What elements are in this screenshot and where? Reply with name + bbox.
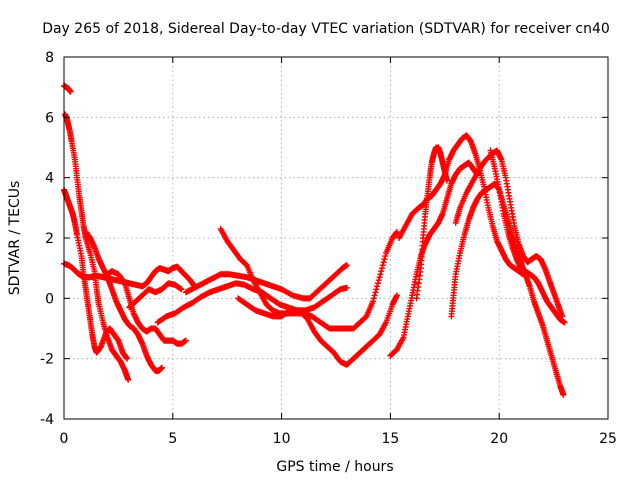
data-point	[369, 298, 376, 305]
series-arc-3	[61, 186, 131, 362]
data-point	[125, 376, 132, 383]
x-tick-label: 25	[599, 431, 617, 447]
data-point	[378, 268, 385, 275]
series-arc-15	[448, 180, 567, 398]
y-tick-label: 0	[45, 291, 54, 307]
data-point	[375, 277, 382, 284]
y-tick-label: 2	[45, 231, 54, 247]
x-axis-label: GPS time / hours	[276, 459, 393, 475]
data-point	[371, 292, 378, 299]
data-point	[178, 286, 185, 293]
data-point	[374, 283, 381, 290]
data-point	[560, 391, 567, 398]
series-arc-1	[61, 82, 74, 95]
data-point	[373, 286, 380, 293]
x-tick-label: 10	[273, 431, 291, 447]
y-tick-label: 4	[45, 171, 54, 187]
x-tick-label: 20	[490, 431, 508, 447]
data-point	[377, 271, 384, 278]
x-tick-label: 15	[381, 431, 399, 447]
data-point	[393, 292, 400, 299]
series-arc-2	[62, 111, 132, 383]
series-arc-16	[452, 147, 566, 320]
data-point	[380, 259, 387, 266]
data-point	[374, 280, 381, 287]
data-point	[370, 295, 377, 302]
data-point	[378, 265, 385, 272]
series-arc-17	[487, 147, 568, 326]
data-point	[124, 355, 131, 362]
grid-layer	[64, 57, 608, 419]
data-point	[121, 279, 128, 286]
y-axis-label: SDTVAR / TECUs	[7, 181, 23, 296]
series-arc-4	[61, 260, 198, 290]
data-point	[561, 319, 568, 326]
chart-title: Day 265 of 2018, Sidereal Day-to-day VTE…	[42, 21, 610, 37]
data-point	[343, 262, 350, 269]
y-tick-label: 6	[45, 110, 54, 126]
data-point	[182, 337, 189, 344]
series-arc-7	[126, 280, 185, 311]
data-point	[381, 256, 388, 263]
data-point	[376, 274, 383, 281]
data-point	[343, 284, 350, 291]
data-point	[443, 177, 450, 184]
x-tick-label: 0	[60, 431, 69, 447]
data-point	[382, 253, 389, 260]
data-point	[393, 228, 400, 235]
series-arc-9	[182, 262, 350, 302]
y-tick-label: -2	[40, 352, 54, 368]
data-marks-layer	[61, 82, 568, 398]
y-tick-label: -4	[40, 412, 54, 428]
data-point	[372, 289, 379, 296]
y-tick-label: 8	[45, 50, 54, 66]
ticks-layer	[63, 56, 609, 420]
series-arc-11	[235, 292, 400, 368]
series-arc-14	[413, 144, 450, 302]
data-point	[379, 262, 386, 269]
data-point	[67, 88, 74, 95]
x-tick-label: 5	[168, 431, 177, 447]
tick-labels-layer: 0 5 10 15 20 25 -4 -2 0 2 4 6 8	[40, 50, 617, 447]
data-point	[158, 364, 165, 371]
